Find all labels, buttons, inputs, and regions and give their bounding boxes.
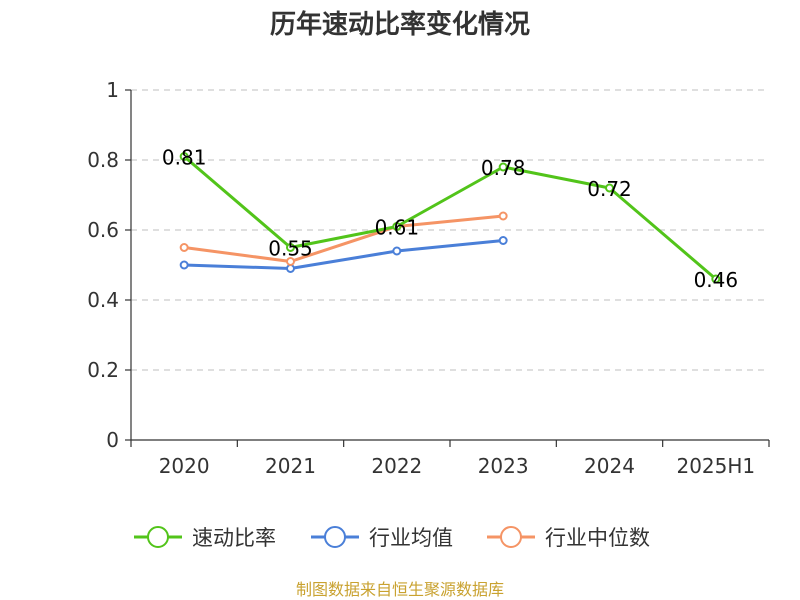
legend[interactable]: 速动比率 行业均值 行业中位数 — [134, 526, 650, 550]
series-point-1 — [179, 260, 189, 270]
x-tick-label: 2025H1 — [676, 454, 755, 478]
grid — [131, 89, 769, 371]
series-point-0 — [605, 183, 614, 193]
series-point-0 — [286, 243, 295, 252]
x-tick-label: 2022 — [371, 454, 422, 478]
x-tick-label: 2020 — [159, 454, 210, 478]
series-point-0 — [498, 162, 508, 172]
y-tick-label: 0.2 — [87, 358, 119, 382]
chart-title: 历年速动比率变化情况 — [270, 9, 530, 40]
legend-marker-icon — [147, 526, 169, 548]
y-tick-label: 1 — [106, 78, 119, 102]
x-tick-label: 2021 — [265, 454, 316, 478]
data-label: 0.81 — [162, 146, 207, 170]
legend-label: 行业中位数 — [545, 526, 650, 550]
data-label: 0.55 — [268, 237, 313, 261]
data-label: 0.46 — [694, 268, 739, 292]
series-point-0 — [392, 222, 402, 231]
series-point-1 — [286, 264, 295, 273]
source-note: 制图数据来自恒生聚源数据库 — [296, 580, 504, 599]
legend-label: 速动比率 — [192, 526, 276, 550]
data-label: 0.78 — [481, 156, 526, 180]
series-point-0 — [711, 274, 721, 284]
series-point-2 — [179, 243, 189, 252]
series-line-1 — [184, 239, 504, 270]
series-point-2 — [286, 257, 295, 266]
data-labels: 0.81 0.55 0.61 0.78 0.72 0.46 — [162, 146, 738, 293]
legend-marker-icon — [500, 526, 522, 548]
legend-item-0[interactable]: 速动比率 — [134, 526, 276, 550]
x-tick-label: 2024 — [584, 454, 635, 478]
data-label: 0.61 — [375, 216, 420, 240]
series-line-2 — [183, 214, 504, 263]
y-tick-label: 0.4 — [87, 288, 119, 312]
series-point-1 — [392, 246, 402, 256]
data-label: 0.72 — [587, 177, 632, 201]
series-point-1 — [498, 236, 508, 245]
legend-item-2[interactable]: 行业中位数 — [487, 526, 650, 550]
x-tick-label: 2023 — [478, 454, 529, 478]
series-line-0 — [183, 155, 717, 281]
y-tick-label: 0.8 — [87, 148, 119, 172]
series-point-0 — [179, 152, 189, 161]
y-tick-label: 0 — [106, 428, 119, 452]
series-point-2 — [498, 211, 508, 221]
legend-label: 行业均值 — [369, 526, 453, 550]
y-tick-label: 0.6 — [87, 218, 119, 242]
legend-marker-icon — [324, 526, 346, 548]
series — [179, 152, 721, 284]
legend-item-1[interactable]: 行业均值 — [311, 526, 453, 550]
